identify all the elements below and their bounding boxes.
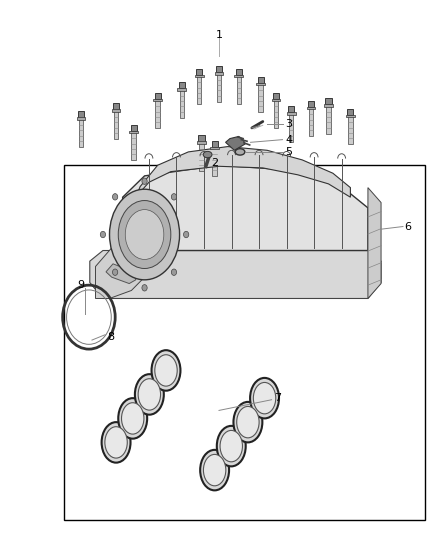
Bar (129, 131, 138, 133)
Bar (216, 66, 222, 72)
Circle shape (171, 193, 177, 200)
Text: 4: 4 (286, 135, 293, 144)
Polygon shape (226, 136, 245, 150)
Ellipse shape (237, 407, 259, 438)
Circle shape (142, 178, 147, 184)
Ellipse shape (250, 378, 279, 418)
Bar (217, 72, 221, 102)
Bar (236, 69, 242, 75)
Bar (289, 112, 293, 142)
Ellipse shape (235, 149, 245, 155)
Bar (179, 82, 185, 88)
Bar (309, 107, 313, 136)
Ellipse shape (135, 374, 164, 415)
Polygon shape (368, 188, 381, 298)
Ellipse shape (152, 350, 180, 391)
Ellipse shape (233, 402, 262, 442)
Bar (324, 104, 333, 107)
Bar (199, 142, 204, 171)
Circle shape (184, 231, 189, 238)
Bar (77, 117, 85, 120)
Bar (198, 135, 205, 142)
Bar (180, 88, 184, 118)
Circle shape (113, 193, 118, 200)
Bar (196, 69, 202, 75)
Bar (256, 83, 265, 85)
Ellipse shape (125, 209, 164, 260)
Text: 3: 3 (286, 119, 293, 128)
Bar (346, 115, 355, 117)
Bar (155, 93, 161, 99)
Bar (78, 111, 84, 118)
Text: 6: 6 (404, 222, 411, 231)
Ellipse shape (118, 200, 171, 269)
Bar (212, 141, 218, 147)
Circle shape (100, 231, 106, 238)
Bar (197, 75, 201, 104)
Text: 9: 9 (78, 280, 85, 290)
Bar (153, 99, 162, 101)
Ellipse shape (203, 151, 212, 158)
Circle shape (113, 269, 118, 276)
Bar (308, 101, 314, 107)
Bar (195, 75, 204, 77)
Ellipse shape (110, 189, 180, 280)
Ellipse shape (155, 355, 177, 386)
Polygon shape (90, 251, 381, 298)
Bar (326, 104, 331, 134)
Bar (307, 107, 315, 109)
Bar (177, 88, 186, 91)
Ellipse shape (203, 455, 226, 486)
Bar (234, 75, 243, 77)
Bar (215, 72, 223, 75)
Ellipse shape (200, 450, 229, 490)
Polygon shape (106, 264, 136, 284)
Bar (79, 118, 83, 147)
Ellipse shape (102, 422, 131, 463)
Bar (272, 99, 280, 101)
Ellipse shape (220, 431, 243, 462)
Bar (210, 147, 219, 149)
Ellipse shape (138, 379, 161, 410)
Bar (274, 99, 278, 128)
Bar (155, 99, 160, 128)
Bar (325, 98, 332, 104)
Bar (287, 112, 296, 115)
Bar (197, 141, 206, 144)
Bar (237, 75, 241, 104)
Circle shape (171, 269, 177, 276)
Text: 7: 7 (275, 393, 282, 403)
Bar (258, 77, 264, 83)
Bar (273, 93, 279, 99)
Ellipse shape (253, 383, 276, 414)
Bar (212, 147, 217, 176)
Text: 5: 5 (286, 147, 293, 157)
Ellipse shape (118, 398, 147, 439)
Text: 2: 2 (211, 158, 218, 167)
Polygon shape (136, 147, 350, 197)
Bar (113, 103, 119, 110)
Bar (347, 109, 353, 115)
Text: 1: 1 (215, 30, 223, 39)
Ellipse shape (121, 403, 144, 434)
Bar (288, 106, 294, 112)
Bar (114, 110, 118, 139)
Ellipse shape (217, 426, 246, 466)
Polygon shape (95, 243, 145, 298)
Bar (131, 131, 136, 160)
Polygon shape (123, 165, 368, 251)
Bar (112, 109, 120, 112)
Circle shape (142, 285, 147, 291)
Text: 8: 8 (107, 332, 114, 342)
Ellipse shape (105, 427, 127, 458)
Bar (131, 125, 137, 131)
Bar (258, 83, 263, 112)
Bar (64, 165, 425, 520)
Bar (348, 115, 353, 144)
